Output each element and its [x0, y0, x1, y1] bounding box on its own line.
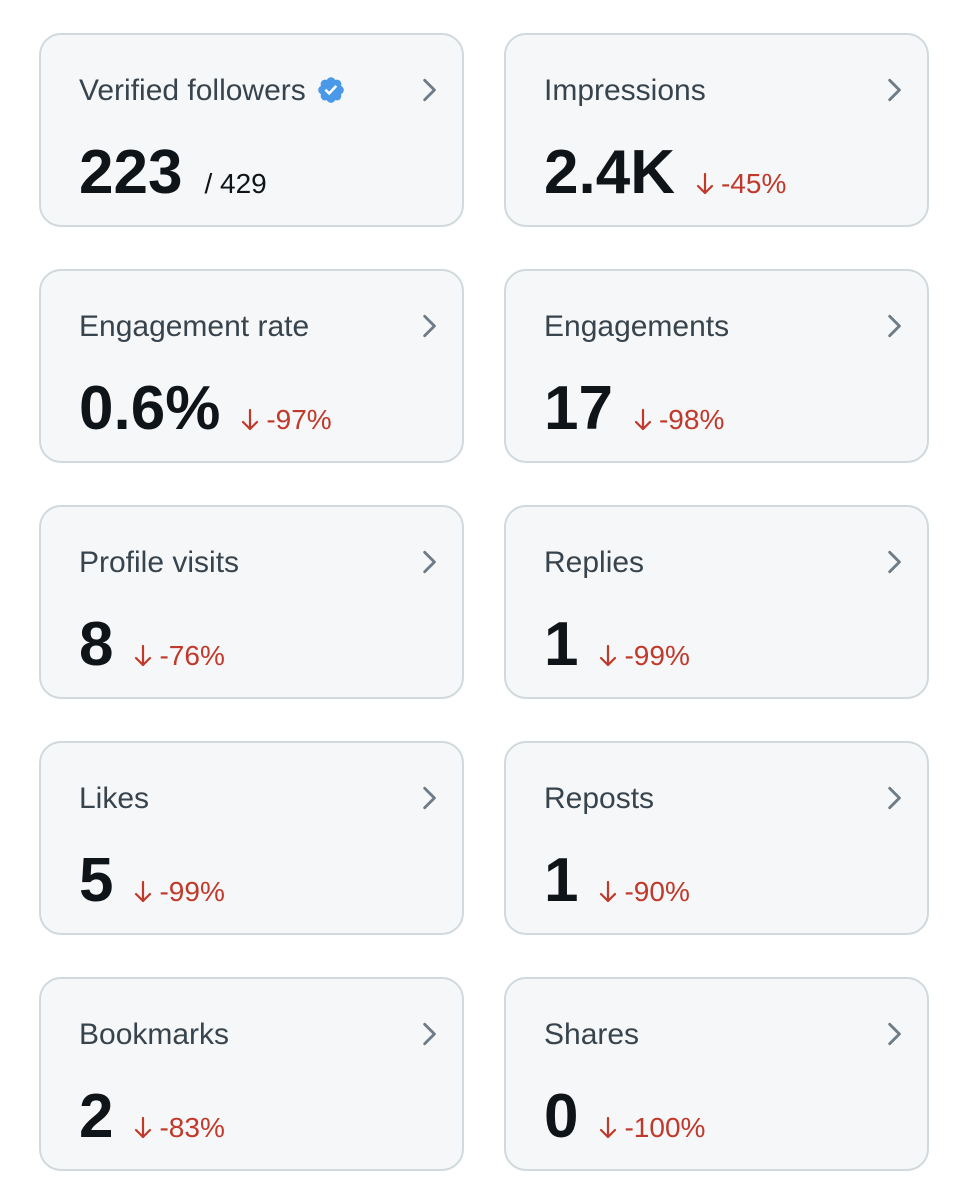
card-value-row: 2.4K -45% [544, 138, 786, 208]
card-change-value: -99% [159, 876, 225, 907]
card-profile-visits[interactable]: Profile visits 8 -76% [39, 505, 464, 699]
card-change: -90% [598, 876, 690, 908]
card-value-row: 17 -98% [544, 374, 724, 444]
card-change-value: -83% [159, 1112, 225, 1143]
card-title: Bookmarks [79, 1018, 230, 1051]
card-value: 223 [79, 138, 183, 207]
arrow-down-icon [600, 880, 617, 903]
card-change: -97% [240, 404, 332, 436]
chevron-right-icon [423, 786, 436, 810]
chevron-right-icon [423, 314, 436, 338]
arrow-down-icon [135, 644, 152, 667]
chevron-right-icon [423, 550, 436, 574]
card-value-row: 0 -100% [544, 1082, 705, 1152]
card-title: Reposts [544, 782, 655, 815]
card-title: Impressions [544, 74, 706, 107]
card-value-row: 0.6% -97% [79, 374, 332, 444]
card-value-row: 223 / 429 [79, 138, 267, 208]
card-verified-followers[interactable]: Verified followers 223 / 429 [39, 33, 464, 227]
chevron-right-icon [888, 550, 901, 574]
card-change-value: -99% [624, 640, 690, 671]
card-value: 8 [79, 610, 114, 679]
chevron-right-icon [888, 78, 901, 102]
card-engagement-rate[interactable]: Engagement rate 0.6% -97% [39, 269, 464, 463]
card-replies[interactable]: Replies 1 -99% [504, 505, 929, 699]
arrow-down-icon [600, 1116, 617, 1139]
card-value-row: 1 -99% [544, 610, 690, 680]
card-change-value: -45% [720, 168, 787, 199]
card-value: 1 [544, 610, 579, 679]
card-reposts[interactable]: Reposts 1 -90% [504, 741, 929, 935]
card-title: Engagements [544, 310, 730, 343]
card-change-value: -90% [624, 876, 690, 907]
card-change: -76% [133, 640, 225, 672]
card-title: Profile visits [79, 546, 240, 579]
card-bookmarks[interactable]: Bookmarks 2 -83% [39, 977, 464, 1171]
arrow-down-icon [135, 1116, 152, 1139]
card-value: 0 [544, 1082, 579, 1151]
card-value: 17 [544, 374, 613, 443]
chevron-right-icon [423, 1022, 436, 1046]
verified-badge-icon [317, 77, 344, 103]
arrow-down-icon [634, 408, 652, 431]
card-title: Replies [544, 546, 645, 579]
card-change: -45% [695, 168, 786, 200]
card-engagements[interactable]: Engagements 17 -98% [504, 269, 929, 463]
card-total: / 429 [204, 168, 267, 199]
card-title: Shares [544, 1018, 640, 1051]
card-change: -83% [133, 1112, 225, 1144]
arrow-down-icon [600, 644, 617, 667]
card-value-row: 2 -83% [79, 1082, 225, 1152]
chevron-right-icon [888, 314, 901, 338]
chevron-right-icon [423, 78, 436, 102]
card-change-value: -76% [159, 640, 225, 671]
arrow-down-icon [242, 408, 259, 431]
card-value-row: 1 -90% [544, 846, 690, 916]
card-value: 5 [79, 846, 114, 915]
card-title: Likes [79, 782, 150, 815]
card-change-value: -97% [266, 404, 332, 435]
card-title: Engagement rate [79, 310, 310, 343]
card-title: Verified followers [79, 73, 346, 109]
arrow-down-icon [135, 880, 152, 903]
card-value: 2.4K [544, 138, 675, 207]
card-change-value: -98% [658, 404, 725, 435]
card-likes[interactable]: Likes 5 -99% [39, 741, 464, 935]
card-shares[interactable]: Shares 0 -100% [504, 977, 929, 1171]
card-change-value: -100% [624, 1112, 706, 1143]
card-change: -99% [598, 640, 690, 672]
card-title-label: Verified followers [79, 74, 306, 107]
arrow-down-icon [696, 172, 714, 195]
card-change: -99% [133, 876, 225, 908]
card-value: 2 [79, 1082, 114, 1151]
card-value-row: 8 -76% [79, 610, 225, 680]
chevron-right-icon [888, 1022, 901, 1046]
card-value: 0.6% [79, 374, 221, 443]
card-change: -100% [598, 1112, 705, 1144]
card-value-row: 5 -99% [79, 846, 225, 916]
card-value: 1 [544, 846, 579, 915]
card-impressions[interactable]: Impressions 2.4K -45% [504, 33, 929, 227]
card-change: -98% [633, 404, 724, 436]
chevron-right-icon [888, 786, 901, 810]
